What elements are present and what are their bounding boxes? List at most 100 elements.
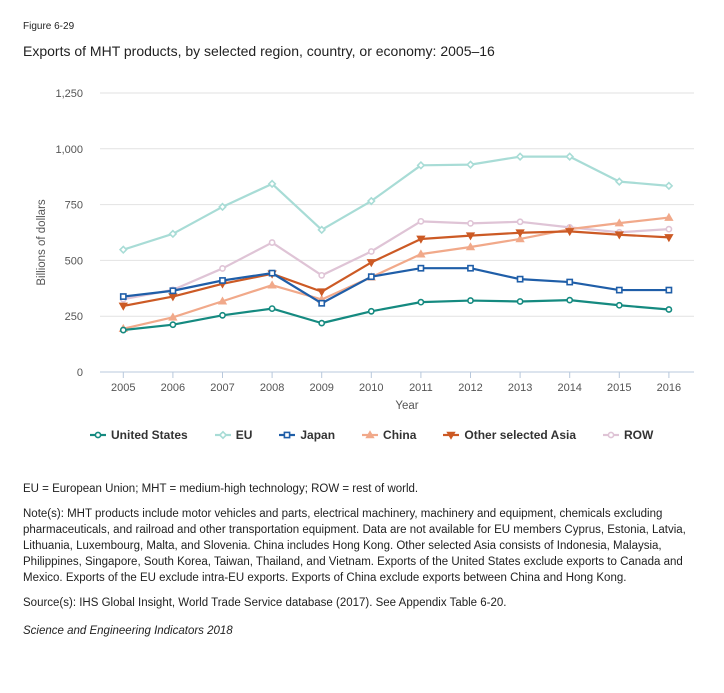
x-tick-label: 2015 [607,382,631,394]
legend-swatch-square-icon [279,431,296,439]
data-point-china [267,280,277,289]
x-tick-label: 2007 [210,382,234,394]
data-point-row [268,239,276,246]
data-point-other-selected-asia [317,288,327,297]
data-point-japan [516,275,524,283]
data-point-united-states [665,306,673,313]
data-point-japan [367,273,375,281]
legend-label: Other selected Asia [464,428,576,442]
data-point-eu [218,202,227,212]
legend-marker [365,430,375,439]
x-tick-label: 2005 [111,382,135,394]
data-point-japan [318,299,326,307]
x-tick-label: 2013 [508,382,532,394]
data-point-eu [614,177,624,186]
data-point-japan [219,277,226,284]
data-point-united-states [318,319,326,327]
data-point-eu [168,229,178,239]
data-point-japan [268,269,276,277]
legend-swatch-circle-icon [603,431,619,439]
legend-label: China [383,428,417,442]
legend-marker [446,431,457,440]
data-point-united-states [615,301,623,309]
legend-swatch-triangle-down-icon [443,431,460,440]
data-point-other-selected-asia [118,302,128,311]
data-point-eu [416,160,426,170]
data-point-japan [615,286,623,294]
legend-item-other-selected-asia[interactable]: Other selected Asia [443,428,576,442]
data-point-row [367,248,375,255]
data-point-united-states [417,298,425,306]
x-axis-title: Year [395,400,418,412]
legend-item-china[interactable]: China [362,428,416,442]
y-tick-label: 0 [77,367,83,379]
data-point-japan [417,264,425,272]
notes-block: EU = European Union; MHT = medium-high t… [23,481,703,648]
abbreviations-text: EU = European Union; MHT = medium-high t… [23,483,419,495]
legend-swatch-triangle-up-icon [362,430,379,439]
data-point-other-selected-asia [664,234,674,243]
data-point-china [664,212,674,221]
data-point-eu [267,179,277,189]
gridlines [100,92,694,317]
y-axis-ticks: 0 250 500 750 1,000 1,250 [55,88,83,379]
legend-marker [218,430,228,440]
data-point-united-states [467,297,474,304]
legend-item-united-states[interactable]: United States [90,428,188,442]
x-tick-label: 2006 [161,382,185,394]
data-point-eu [565,152,575,161]
y-tick-label: 750 [65,200,83,212]
y-tick-label: 1,000 [55,144,83,156]
data-point-united-states [119,326,127,334]
credit-text: Science and Engineering Indicators 2018 [23,625,233,637]
data-point-china [465,242,476,251]
data-point-row [516,218,524,226]
legend-item-eu[interactable]: EU [214,428,253,442]
y-tick-label: 1,250 [55,88,83,100]
series-lines [118,152,674,334]
legend-label: EU [235,428,253,442]
legend-item-japan[interactable]: Japan [279,428,335,442]
series-line-japan [123,267,669,305]
data-point-eu [118,245,128,255]
y-axis-title: Billions of dollars [36,199,48,286]
data-point-other-selected-asia [565,228,575,237]
series-line-eu [122,155,669,251]
data-point-united-states [367,307,375,315]
data-point-japan [665,286,673,294]
data-point-japan [566,278,574,286]
figure-title: Exports of MHT products, by selected reg… [23,43,495,59]
data-point-other-selected-asia [614,231,624,240]
data-point-eu [366,196,376,206]
x-axis: 2005 2006 2007 2008 2009 2010 2011 2012 2013 2014… [100,371,694,394]
data-point-row [318,271,326,279]
legend-marker [94,431,102,439]
legend-swatch-circle-icon [90,431,106,439]
data-point-united-states [516,298,524,305]
x-tick-label: 2014 [557,382,581,394]
data-point-other-selected-asia [366,259,376,268]
legend-item-row[interactable]: ROW [603,428,653,442]
data-point-china [614,218,624,227]
data-point-other-selected-asia [465,232,476,241]
series-line-other-selected-asia [123,230,669,308]
data-point-united-states [566,296,574,304]
series-line-china [123,216,670,330]
legend-marker [607,431,615,439]
x-tick-label: 2012 [458,382,482,394]
series-eu [118,152,674,255]
x-tick-label: 2016 [657,382,681,394]
legend-label: ROW [624,428,654,442]
y-tick-label: 250 [65,311,83,323]
data-point-japan [169,287,177,295]
data-point-china [515,234,525,243]
data-point-china [217,296,228,305]
data-point-china [168,312,178,321]
series-other-selected-asia [118,228,674,311]
source-text: Source(s): IHS Global Insight, World Tra… [23,597,507,609]
x-tick-label: 2011 [409,382,433,394]
legend-marker [283,431,291,439]
data-point-row [467,219,474,227]
data-point-united-states [169,321,177,329]
note-text: Note(s): MHT products include motor vehi… [23,508,686,584]
